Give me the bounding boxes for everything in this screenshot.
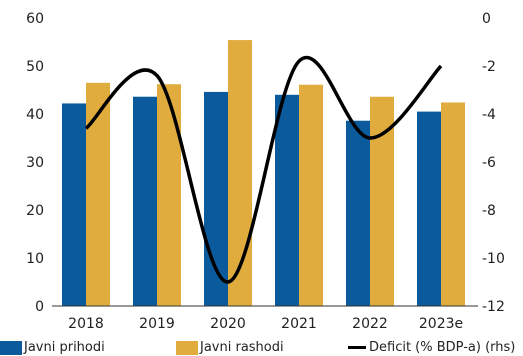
legend-swatch-deficit <box>348 346 366 349</box>
y-tick-label: 60 <box>26 11 44 27</box>
y-tick-label: 10 <box>26 251 44 267</box>
x-tick-label: 2023e <box>419 316 463 332</box>
y2-tick-label: -4 <box>482 107 496 123</box>
y2-tick-label: -12 <box>482 299 505 315</box>
y2-tick-label: -8 <box>482 203 496 219</box>
legend-swatch-revenue <box>0 340 22 355</box>
deficit-line <box>84 56 443 284</box>
y-tick-label: 0 <box>35 299 44 315</box>
y2-tick-label: -2 <box>482 59 496 75</box>
bar-revenue <box>346 120 370 306</box>
bar-expenditure <box>157 84 181 307</box>
bar-revenue <box>417 111 441 306</box>
legend-item-revenue: Javni prihodi <box>0 340 105 355</box>
bar-revenue <box>204 91 228 306</box>
legend-swatch-expenditure <box>176 340 198 355</box>
x-tick-label: 2018 <box>68 316 104 332</box>
legend-item-deficit: Deficit (% BDP-a) (rhs) <box>348 340 515 355</box>
bar-revenue <box>62 103 86 306</box>
bar-expenditure <box>370 96 394 306</box>
right-axis-ticks: -12 -10 -8 -6 -4 -2 0 <box>482 11 505 315</box>
legend-label-deficit: Deficit (% BDP-a) (rhs) <box>369 340 516 355</box>
y-tick-label: 40 <box>26 107 44 123</box>
x-axis-ticks: 2018 2019 2020 2021 2022 2023e <box>68 316 463 332</box>
bar-expenditure <box>86 82 110 306</box>
legend: Javni prihodi Javni rashodi Deficit (% B… <box>0 336 523 356</box>
y-tick-label: 30 <box>26 155 44 171</box>
x-tick-label: 2020 <box>210 316 246 332</box>
x-tick-label: 2022 <box>352 316 388 332</box>
bar-revenue <box>275 94 299 306</box>
y-tick-label: 50 <box>26 59 44 75</box>
legend-item-expenditure: Javni rashodi <box>176 340 284 355</box>
y2-tick-label: -6 <box>482 155 496 171</box>
left-axis-ticks: 0 10 20 30 40 50 60 <box>26 11 44 315</box>
y2-tick-label: -10 <box>482 251 505 267</box>
bar-expenditure <box>441 102 465 306</box>
legend-label-expenditure: Javni rashodi <box>200 340 284 355</box>
x-tick-label: 2021 <box>281 316 317 332</box>
x-tick-label: 2019 <box>139 316 175 332</box>
legend-label-revenue: Javni prihodi <box>24 340 105 355</box>
bar-expenditure <box>299 84 323 306</box>
y-tick-label: 20 <box>26 203 44 219</box>
bar-revenue <box>133 96 157 306</box>
y2-tick-label: 0 <box>482 11 491 27</box>
